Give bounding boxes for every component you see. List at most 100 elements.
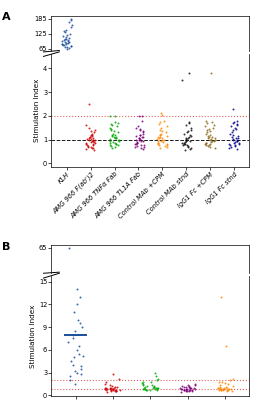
Point xyxy=(108,142,112,149)
Point xyxy=(163,143,167,149)
Point xyxy=(230,280,234,286)
Point xyxy=(236,135,240,142)
Point xyxy=(108,62,112,68)
Point xyxy=(108,61,112,68)
Point xyxy=(205,62,209,68)
Point xyxy=(188,280,192,286)
Point xyxy=(61,60,65,66)
Point xyxy=(137,134,141,141)
Point xyxy=(204,117,208,124)
Point xyxy=(140,113,144,119)
Point xyxy=(142,280,146,286)
Point xyxy=(156,62,160,68)
Point xyxy=(165,62,169,68)
Point xyxy=(232,118,236,125)
Point xyxy=(137,135,141,142)
Point xyxy=(164,62,169,68)
Point xyxy=(158,62,162,68)
Point xyxy=(157,62,161,68)
Point xyxy=(71,276,75,282)
Point xyxy=(139,138,143,145)
Point xyxy=(188,280,192,286)
Point xyxy=(155,386,160,392)
Point xyxy=(188,138,192,144)
Point xyxy=(90,62,94,68)
Point xyxy=(161,139,165,145)
Point xyxy=(145,280,149,286)
Point xyxy=(149,280,153,286)
Point xyxy=(79,278,83,285)
Point xyxy=(90,132,94,138)
Point xyxy=(111,279,115,285)
Point xyxy=(75,273,79,279)
Point xyxy=(113,62,117,68)
Point xyxy=(184,280,188,286)
Point xyxy=(204,62,208,68)
Point xyxy=(165,144,169,150)
Point xyxy=(113,113,117,119)
Point xyxy=(231,62,235,68)
Point xyxy=(183,141,187,148)
Point xyxy=(71,335,75,342)
Text: B: B xyxy=(2,242,10,252)
Point xyxy=(137,62,141,68)
Point xyxy=(205,62,209,68)
Point xyxy=(188,62,192,68)
Point xyxy=(157,62,161,68)
Point xyxy=(114,141,118,148)
Point xyxy=(111,386,115,392)
Point xyxy=(109,121,114,127)
Point xyxy=(84,146,88,152)
Point xyxy=(235,138,239,144)
Point xyxy=(185,386,189,392)
Point xyxy=(189,62,193,68)
Point xyxy=(216,280,220,286)
Point xyxy=(66,339,70,346)
Point xyxy=(75,277,79,284)
Point xyxy=(192,280,196,286)
Point xyxy=(159,62,163,68)
Point xyxy=(93,137,97,143)
Point xyxy=(114,140,118,147)
Point xyxy=(142,62,146,68)
Point xyxy=(108,124,112,131)
Point xyxy=(185,142,189,149)
Point xyxy=(133,124,137,131)
Point xyxy=(218,280,223,286)
Point xyxy=(226,280,230,286)
Point xyxy=(152,280,156,286)
Point xyxy=(233,62,237,68)
Point xyxy=(104,385,108,391)
Point xyxy=(152,384,156,390)
Point xyxy=(76,275,80,282)
Point xyxy=(113,62,117,68)
Point xyxy=(160,128,164,134)
Point xyxy=(91,62,95,68)
Point xyxy=(186,118,190,125)
Point xyxy=(109,388,113,394)
Point xyxy=(235,121,239,127)
Point xyxy=(150,382,154,389)
Point xyxy=(141,378,145,385)
Point xyxy=(213,134,217,141)
Point xyxy=(208,128,212,134)
Point xyxy=(235,122,239,128)
Point xyxy=(64,36,68,42)
Point xyxy=(111,62,115,68)
Point xyxy=(75,369,79,376)
Point xyxy=(231,132,235,138)
Point xyxy=(183,62,188,68)
Point xyxy=(213,62,217,68)
Point xyxy=(235,146,239,152)
Point xyxy=(222,280,226,286)
Point xyxy=(138,62,142,68)
Point xyxy=(113,388,117,394)
Point xyxy=(184,62,188,68)
Point xyxy=(230,129,234,136)
Point xyxy=(144,386,148,393)
Point xyxy=(76,277,80,283)
Point xyxy=(139,142,143,149)
Point xyxy=(179,280,183,286)
Point xyxy=(77,278,81,284)
Point xyxy=(231,62,235,68)
